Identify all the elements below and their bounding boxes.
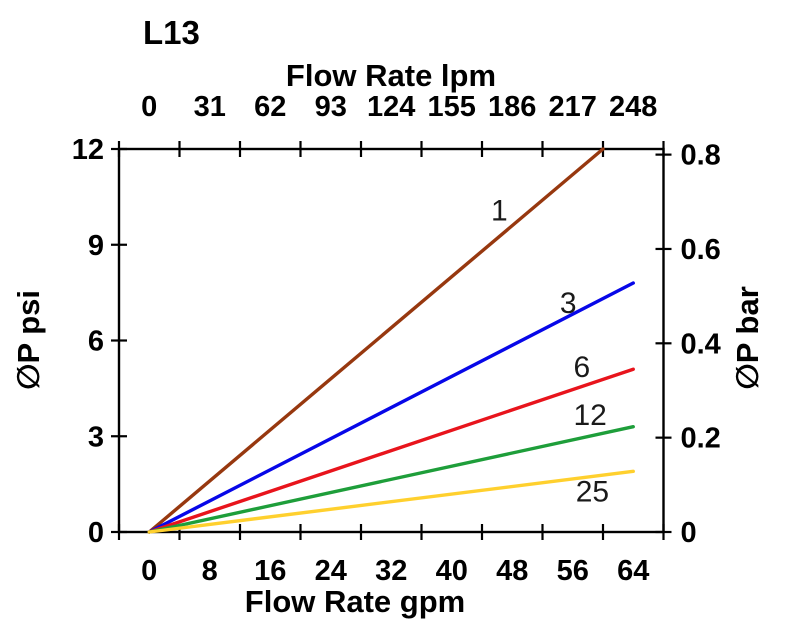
bottom-tick-label: 40 xyxy=(436,555,468,587)
top-tick-label: 0 xyxy=(141,91,157,123)
series-label-6: 6 xyxy=(573,351,590,384)
right-tick-label: 0.8 xyxy=(681,140,721,172)
top-tick-label: 62 xyxy=(254,91,286,123)
series-label-12: 12 xyxy=(573,399,606,432)
left-tick-label: 0 xyxy=(88,517,104,549)
bottom-tick-label: 0 xyxy=(141,555,157,587)
series-line-1 xyxy=(147,147,605,534)
right-tick-label: 0.6 xyxy=(681,234,721,266)
top-tick-label: 248 xyxy=(609,91,657,123)
left-tick-label: 3 xyxy=(88,421,104,453)
bottom-tick-label: 32 xyxy=(375,555,407,587)
bottom-tick-label: 64 xyxy=(617,555,649,587)
series-line-3 xyxy=(147,281,635,534)
bottom-tick-label: 24 xyxy=(315,555,347,587)
left-axis-title: ∅P psi xyxy=(11,290,46,390)
top-tick-label: 217 xyxy=(549,91,597,123)
series-line-25 xyxy=(147,469,635,534)
series-line-6 xyxy=(147,367,635,534)
top-tick-label: 93 xyxy=(315,91,347,123)
bottom-tick-label: 48 xyxy=(496,555,528,587)
series-label-1: 1 xyxy=(491,195,508,228)
right-tick-label: 0.2 xyxy=(681,423,721,455)
bottom-tick-label: 16 xyxy=(254,555,286,587)
bottom-axis-title: Flow Rate gpm xyxy=(245,584,465,619)
left-tick-label: 12 xyxy=(72,134,104,166)
series-label-25: 25 xyxy=(576,476,609,509)
left-tick-label: 9 xyxy=(88,230,104,262)
top-tick-label: 124 xyxy=(367,91,415,123)
right-tick-label: 0 xyxy=(681,517,697,549)
top-tick-label: 155 xyxy=(428,91,476,123)
bottom-tick-label: 56 xyxy=(557,555,589,587)
series-line-12 xyxy=(147,424,635,534)
series-label-3: 3 xyxy=(560,287,577,320)
top-tick-label: 31 xyxy=(194,91,226,123)
right-axis-title: ∅P bar xyxy=(730,286,765,390)
right-tick-label: 0.4 xyxy=(681,328,721,360)
left-tick-label: 6 xyxy=(88,326,104,358)
top-axis-title: Flow Rate lpm xyxy=(286,58,496,93)
top-tick-label: 186 xyxy=(488,91,536,123)
chart-title: L13 xyxy=(143,14,200,51)
bottom-tick-label: 8 xyxy=(202,555,218,587)
